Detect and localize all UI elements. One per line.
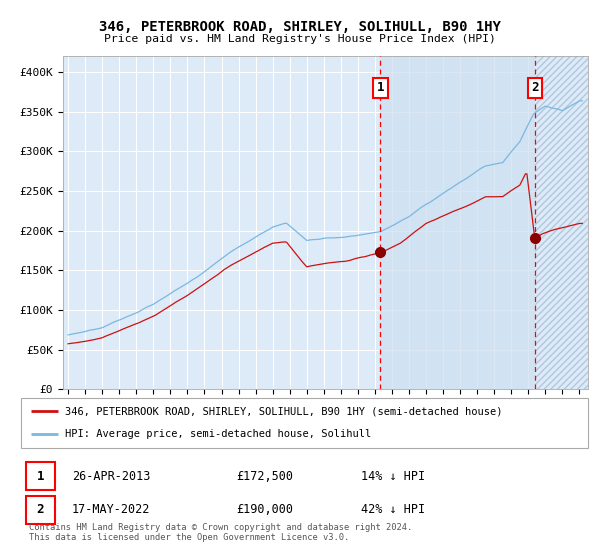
Text: £190,000: £190,000 xyxy=(236,503,293,516)
Text: £172,500: £172,500 xyxy=(236,470,293,483)
Text: 26-APR-2013: 26-APR-2013 xyxy=(72,470,151,483)
Text: 14% ↓ HPI: 14% ↓ HPI xyxy=(361,470,425,483)
Bar xyxy=(535,56,600,389)
Text: HPI: Average price, semi-detached house, Solihull: HPI: Average price, semi-detached house,… xyxy=(65,430,371,440)
Text: Contains HM Land Registry data © Crown copyright and database right 2024.
This d: Contains HM Land Registry data © Crown c… xyxy=(29,522,412,542)
Text: 1: 1 xyxy=(377,81,384,94)
Text: 2: 2 xyxy=(37,503,44,516)
Text: Price paid vs. HM Land Registry's House Price Index (HPI): Price paid vs. HM Land Registry's House … xyxy=(104,34,496,44)
Text: 346, PETERBROOK ROAD, SHIRLEY, SOLIHULL, B90 1HY: 346, PETERBROOK ROAD, SHIRLEY, SOLIHULL,… xyxy=(99,20,501,34)
Text: 42% ↓ HPI: 42% ↓ HPI xyxy=(361,503,425,516)
Text: 346, PETERBROOK ROAD, SHIRLEY, SOLIHULL, B90 1HY (semi-detached house): 346, PETERBROOK ROAD, SHIRLEY, SOLIHULL,… xyxy=(65,406,503,416)
FancyBboxPatch shape xyxy=(21,398,588,448)
Text: 1: 1 xyxy=(37,470,44,483)
Text: 2: 2 xyxy=(531,81,539,94)
FancyBboxPatch shape xyxy=(26,496,55,524)
Bar xyxy=(380,56,535,389)
FancyBboxPatch shape xyxy=(26,463,55,490)
Text: 17-MAY-2022: 17-MAY-2022 xyxy=(72,503,151,516)
